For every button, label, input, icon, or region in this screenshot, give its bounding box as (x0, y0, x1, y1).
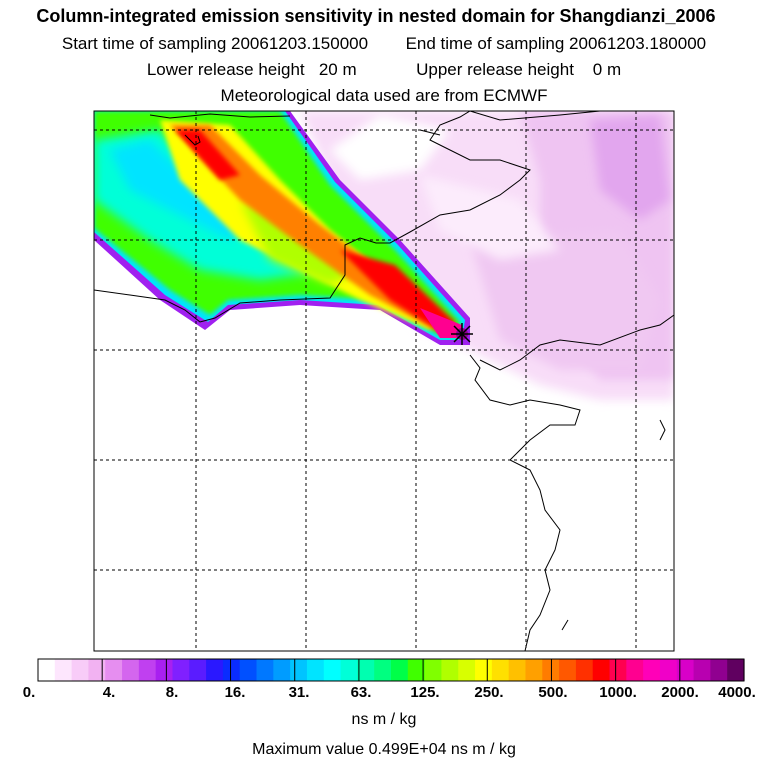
sampling-start: Start time of sampling 20061203.150000 (61, 34, 369, 53)
plot-title: Column-integrated emission sensitivity i… (36, 6, 716, 26)
colorbar-swatch (239, 659, 258, 681)
colorbar-label: 63. (350, 684, 372, 701)
colorbar-swatch (391, 659, 409, 681)
colorbar-swatch (323, 659, 342, 681)
colorbar-swatch (54, 659, 73, 681)
colorbar-swatch (290, 659, 308, 681)
release-upper: Upper release height 0 m (416, 60, 622, 79)
colorbar-swatch (475, 659, 493, 681)
colorbar-label: 250. (474, 684, 504, 701)
meteo-source: Meteorological data used are from ECMWF (220, 86, 548, 105)
colorbar-label: 31. (288, 684, 310, 701)
sampling-times: Start time of sampling 20061203.150000 E… (0, 34, 768, 54)
colorbar-swatch (592, 659, 611, 681)
colorbar-swatch (676, 659, 695, 681)
colorbar-swatch (693, 659, 711, 681)
colorbar-swatch (659, 659, 678, 681)
sampling-end: End time of sampling 20061203.180000 (405, 34, 707, 53)
colorbar-swatch (643, 659, 661, 681)
colorbar-swatch (508, 659, 527, 681)
colorbar-swatch (122, 659, 140, 681)
receptor-star-icon (451, 323, 473, 345)
colorbar-label: 500. (538, 684, 568, 701)
colorbar-swatch (727, 659, 745, 681)
coastline (94, 111, 674, 651)
release-heights: Lower release height 20 m Upper release … (0, 60, 768, 80)
colorbar-swatch (71, 659, 90, 681)
colorbar-swatch (609, 659, 627, 681)
graticule (94, 111, 674, 651)
colorbar-swatch (222, 659, 241, 681)
colorbar-swatch (340, 659, 358, 681)
colorbar-label: 0. (22, 684, 36, 701)
colorbar-swatch (424, 659, 443, 681)
colorbar-label: 125. (410, 684, 440, 701)
colorbar-swatch (105, 659, 123, 681)
colorbar-swatch (138, 659, 157, 681)
emission-field (94, 111, 674, 400)
colorbar-swatch (38, 659, 56, 681)
colorbar-swatch (357, 659, 375, 681)
colorbar-swatch (710, 659, 728, 681)
colorbar-label: 1000. (599, 684, 637, 701)
colorbar-label: 16. (224, 684, 246, 701)
colorbar-swatch (458, 659, 476, 681)
colorbar-swatch (88, 659, 106, 681)
colorbar-label: 8. (165, 684, 179, 701)
colorbar (38, 659, 745, 681)
colorbar-swatch (206, 659, 224, 681)
colorbar-swatch (575, 659, 594, 681)
colorbar-units: ns m / kg (351, 711, 417, 728)
colorbar-swatch (189, 659, 207, 681)
colorbar-label: 4000. (718, 684, 756, 701)
colorbar-swatch (306, 659, 325, 681)
colorbar-swatch (626, 659, 644, 681)
colorbar-swatch (525, 659, 543, 681)
colorbar-swatch (491, 659, 510, 681)
colorbar-swatch (172, 659, 190, 681)
colorbar-label: 4. (102, 684, 116, 701)
colorbar-swatch (155, 659, 174, 681)
map-frame (93, 110, 675, 652)
colorbar-swatch (256, 659, 274, 681)
colorbar-swatch (441, 659, 459, 681)
colorbar-swatch (273, 659, 291, 681)
colorbar-frame (37, 658, 745, 682)
colorbar-label: 2000. (661, 684, 699, 701)
colorbar-swatch (407, 659, 426, 681)
colorbar-swatch (374, 659, 392, 681)
maximum-value: Maximum value 0.499E+04 ns m / kg (252, 741, 516, 758)
colorbar-swatch (559, 659, 577, 681)
release-lower: Lower release height 20 m (146, 60, 357, 79)
